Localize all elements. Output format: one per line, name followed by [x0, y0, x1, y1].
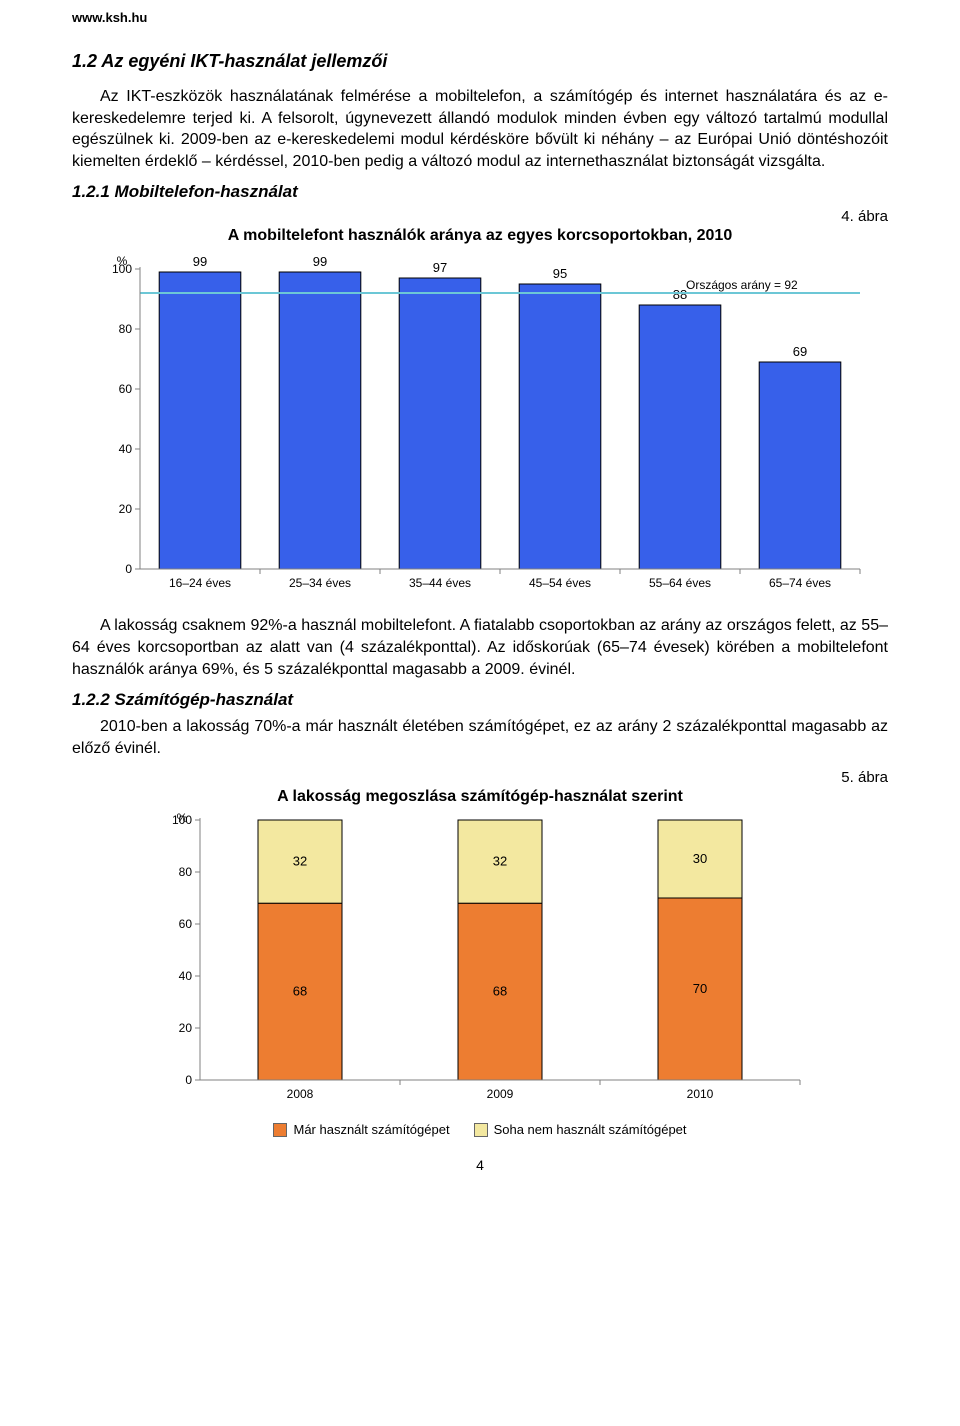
svg-text:2009: 2009: [487, 1087, 514, 1101]
svg-text:%: %: [177, 811, 188, 825]
svg-text:32: 32: [293, 854, 307, 869]
svg-text:20: 20: [119, 502, 133, 516]
chart-5-title: A lakosság megoszlása számítógép-használ…: [72, 788, 888, 806]
svg-text:%: %: [117, 254, 128, 268]
page: www.ksh.hu 1.2 Az egyéni IKT-használat j…: [0, 0, 960, 1193]
svg-text:70: 70: [693, 981, 707, 996]
svg-text:97: 97: [433, 260, 447, 275]
svg-text:32: 32: [493, 854, 507, 869]
legend-swatch-never: [474, 1123, 488, 1137]
svg-text:25–34 éves: 25–34 éves: [289, 576, 351, 590]
svg-text:0: 0: [125, 562, 132, 576]
chart-5: 020406080100%683220086832200970302010: [150, 810, 810, 1106]
legend-item-never: Soha nem használt számítógépet: [474, 1122, 687, 1137]
svg-text:80: 80: [179, 865, 193, 879]
legend-label-used: Már használt számítógépet: [293, 1122, 449, 1137]
section-1-2-1-heading: 1.2.1 Mobiltelefon-használat: [72, 182, 888, 202]
svg-text:60: 60: [179, 917, 193, 931]
legend-label-never: Soha nem használt számítógépet: [494, 1122, 687, 1137]
svg-text:68: 68: [293, 984, 307, 999]
section-1-2-para: Az IKT-eszközök használatának felmérése …: [72, 86, 888, 172]
chart-4: 020406080100%9916–24 éves9925–34 éves973…: [90, 249, 870, 599]
svg-text:45–54 éves: 45–54 éves: [529, 576, 591, 590]
svg-text:40: 40: [119, 442, 133, 456]
svg-text:65–74 éves: 65–74 éves: [769, 576, 831, 590]
chart-4-title: A mobiltelefont használók aránya az egye…: [72, 227, 888, 245]
figure-5-label: 5. ábra: [72, 769, 888, 786]
svg-text:68: 68: [493, 984, 507, 999]
header-url: www.ksh.hu: [72, 10, 888, 25]
svg-text:55–64 éves: 55–64 éves: [649, 576, 711, 590]
page-number: 4: [72, 1157, 888, 1173]
svg-text:30: 30: [693, 851, 707, 866]
chart-5-legend: Már használt számítógépet Soha nem haszn…: [72, 1122, 888, 1137]
svg-text:95: 95: [553, 266, 567, 281]
section-1-2-1-afterpara: A lakosság csaknem 92%-a használ mobilte…: [72, 615, 888, 680]
svg-text:40: 40: [179, 969, 193, 983]
svg-text:0: 0: [185, 1073, 192, 1087]
svg-text:99: 99: [193, 254, 207, 269]
svg-text:35–44 éves: 35–44 éves: [409, 576, 471, 590]
svg-text:2008: 2008: [287, 1087, 314, 1101]
figure-4-label: 4. ábra: [72, 208, 888, 225]
svg-text:99: 99: [313, 254, 327, 269]
section-1-2-2-heading: 1.2.2 Számítógép-használat: [72, 690, 888, 710]
section-1-2-title: 1.2 Az egyéni IKT-használat jellemzői: [72, 51, 888, 72]
svg-text:2010: 2010: [687, 1087, 714, 1101]
svg-text:69: 69: [793, 344, 807, 359]
svg-text:80: 80: [119, 322, 133, 336]
svg-text:60: 60: [119, 382, 133, 396]
section-1-2-2-para: 2010-ben a lakosság 70%-a már használt é…: [72, 716, 888, 759]
legend-item-used: Már használt számítógépet: [273, 1122, 449, 1137]
svg-text:Országos arány = 92: Országos arány = 92: [686, 278, 798, 292]
svg-text:20: 20: [179, 1021, 193, 1035]
svg-text:16–24 éves: 16–24 éves: [169, 576, 231, 590]
legend-swatch-used: [273, 1123, 287, 1137]
